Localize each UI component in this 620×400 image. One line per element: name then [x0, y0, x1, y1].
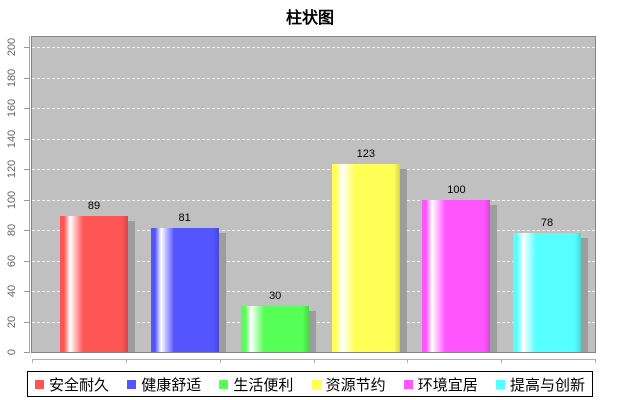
legend-item-资源节约: 资源节约: [311, 374, 386, 395]
y-tick-label: 40: [6, 284, 18, 298]
y-tick-40: [24, 291, 30, 292]
x-tick: [407, 359, 408, 363]
y-tick-140: [24, 138, 30, 140]
legend-label: 提高与创新: [509, 376, 585, 394]
x-tick: [32, 359, 33, 363]
y-tick-label: 60: [6, 254, 18, 267]
y-tick-label: 20: [6, 315, 18, 328]
y-axis-line: [29, 36, 30, 353]
x-tick: [501, 359, 502, 363]
y-tick-label: 180: [6, 68, 18, 87]
legend-label: 资源节约: [325, 376, 386, 394]
x-tick: [314, 359, 315, 363]
legend-swatch-icon: [219, 379, 229, 389]
plot-area: [31, 36, 596, 353]
legend-item-生活便利: 生活便利: [219, 374, 293, 395]
y-tick-label: 140: [6, 129, 18, 148]
x-tick: [126, 359, 127, 363]
legend-swatch-icon: [403, 379, 413, 389]
y-tick-0: [24, 352, 30, 353]
legend-item-环境宜居: 环境宜居: [403, 374, 478, 395]
y-tick-160: [24, 108, 30, 109]
y-tick-label: 0: [6, 348, 18, 356]
y-tick-20: [24, 321, 30, 323]
y-tick-label: 160: [6, 98, 18, 118]
legend-swatch-icon: [311, 379, 321, 389]
legend-item-安全耐久: 安全耐久: [35, 374, 109, 395]
y-tick-100: [24, 199, 30, 201]
legend-swatch-icon: [127, 379, 137, 389]
y-tick-180: [24, 77, 30, 79]
y-tick-200: [24, 47, 30, 48]
y-tick-80: [24, 230, 30, 231]
legend: 安全耐久 健康舒适 生活便利 资源节约 环境宜居 提高与创新: [27, 371, 593, 397]
legend-label: 安全耐久: [49, 376, 110, 394]
legend-swatch-icon: [495, 379, 505, 389]
chart-title: 柱状图: [285, 10, 334, 27]
y-tick-label: 100: [6, 190, 18, 209]
x-tick: [220, 359, 221, 363]
x-axis-line: [32, 359, 595, 360]
legend-label: 健康舒适: [141, 376, 202, 394]
legend-label: 生活便利: [233, 376, 294, 394]
y-tick-60: [24, 260, 30, 262]
y-tick-120: [24, 169, 30, 170]
legend-swatch-icon: [35, 379, 44, 389]
legend-item-提高与创新: 提高与创新: [495, 374, 585, 395]
y-tick-label: 200: [6, 37, 18, 57]
legend-label: 环境宜居: [417, 376, 478, 394]
x-tick: [595, 359, 596, 363]
legend-item-健康舒适: 健康舒适: [127, 374, 201, 395]
y-tick-label: 120: [6, 159, 18, 179]
y-tick-label: 80: [6, 223, 18, 237]
